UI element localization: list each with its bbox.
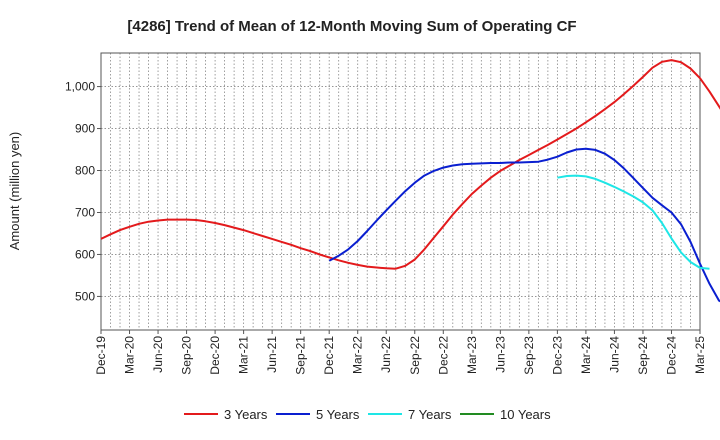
x-tick-label: Dec-21 <box>322 336 336 375</box>
x-tick-label: Sep-24 <box>636 336 650 375</box>
x-tick-label: Sep-22 <box>408 336 422 375</box>
y-axis-label: Amount (million yen) <box>7 132 22 251</box>
series-line-7-years <box>557 174 710 270</box>
x-tick-label: Dec-24 <box>664 336 678 375</box>
legend: 3 Years 5 Years 7 Years 10 Years <box>184 407 551 422</box>
y-tick-label: 600 <box>75 247 95 261</box>
chart-title: [4286] Trend of Mean of 12-Month Moving … <box>127 18 576 35</box>
y-tick-label: 1,000 <box>65 80 95 94</box>
grid-lines <box>101 53 700 330</box>
legend-label-7-years: 7 Years <box>408 407 452 422</box>
x-tick-label: Mar-21 <box>237 336 251 374</box>
legend-label-5-years: 5 Years <box>316 407 360 422</box>
plot-area-border <box>100 52 701 331</box>
x-tick-label: Dec-19 <box>94 336 108 375</box>
x-tick-label: Sep-21 <box>294 336 308 375</box>
y-axis-ticks: 500 600 700 800 900 1,000 <box>65 80 101 303</box>
x-tick-label: Mar-23 <box>465 336 479 374</box>
y-tick-label: 500 <box>75 289 95 303</box>
y-tick-label: 700 <box>75 205 95 219</box>
y-tick-label: 800 <box>75 164 95 178</box>
legend-label-10-years: 10 Years <box>500 407 551 422</box>
x-tick-label: Jun-23 <box>493 336 507 373</box>
x-axis-ticks: Dec-19 Mar-20 Jun-20 Sep-20 Dec-20 Mar-21 Jun-… <box>94 330 707 375</box>
series-lines <box>100 59 720 303</box>
x-tick-label: Dec-23 <box>550 336 564 375</box>
series-line-3-years <box>100 59 720 270</box>
x-tick-label: Sep-20 <box>180 336 194 375</box>
x-tick-label: Mar-22 <box>351 336 365 374</box>
x-tick-label: Dec-22 <box>436 336 450 375</box>
x-tick-label: Jun-24 <box>607 336 621 373</box>
x-tick-label: Sep-23 <box>522 336 536 375</box>
x-tick-label: Jun-22 <box>379 336 393 373</box>
x-tick-label: Jun-21 <box>265 336 279 373</box>
x-tick-label: Mar-24 <box>579 336 593 374</box>
x-tick-label: Mar-20 <box>123 336 137 374</box>
y-tick-label: 900 <box>75 122 95 136</box>
series-line-5-years <box>328 147 720 303</box>
x-tick-label: Dec-20 <box>208 336 222 375</box>
x-tick-label: Mar-25 <box>693 336 707 374</box>
legend-label-3-years: 3 Years <box>224 407 268 422</box>
x-tick-label: Jun-20 <box>151 336 165 373</box>
